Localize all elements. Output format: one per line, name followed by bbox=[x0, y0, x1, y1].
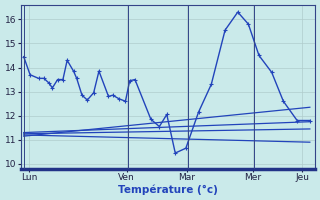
X-axis label: Température (°c): Température (°c) bbox=[118, 185, 218, 195]
